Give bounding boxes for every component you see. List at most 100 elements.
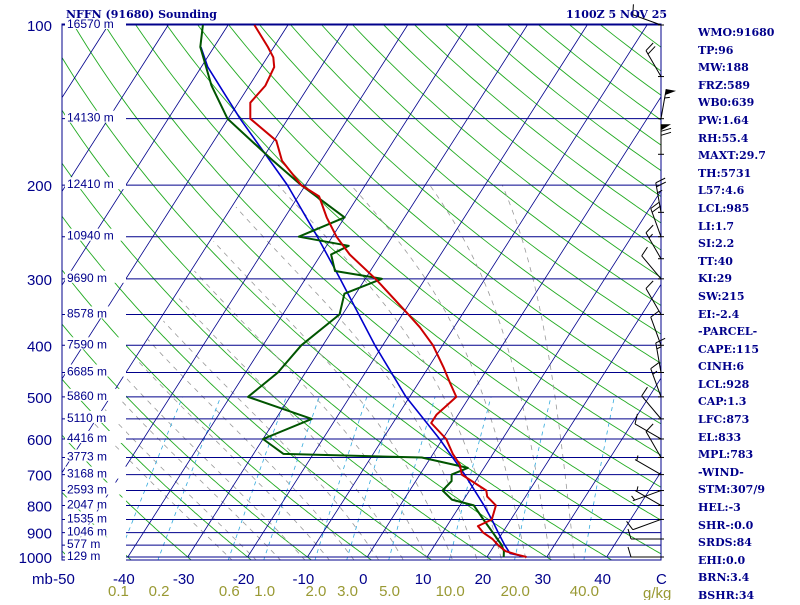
index-item: SRDS:84 (698, 534, 798, 552)
index-item: -WIND- (698, 464, 798, 482)
temperature-tick-label: 0 (359, 571, 367, 588)
height-label: 8578 m (67, 306, 107, 320)
index-item: EL:833 (698, 429, 798, 447)
mixing-ratio-line (513, 397, 551, 568)
wind-barb-full (642, 247, 648, 256)
station-title: NFFN (91680) Sounding (66, 8, 217, 21)
index-item: MW:188 (698, 59, 798, 77)
wind-barb-flag (665, 89, 676, 95)
index-item: SHR-:0.0 (698, 517, 798, 535)
index-item: RH:55.4 (698, 130, 798, 148)
wind-barb-full (646, 281, 653, 289)
height-label: 2047 m (67, 497, 107, 511)
pressure-label: 1000 (19, 550, 52, 567)
wind-barb-half (632, 496, 635, 500)
index-item: EI:-2.4 (698, 306, 798, 324)
pressure-unit-label: mb (32, 571, 53, 588)
wind-barb-half (665, 97, 670, 98)
height-label: 10940 m (67, 229, 114, 243)
index-item: WMO:91680 (698, 24, 798, 42)
mixing-ratio-tick-label: 5.0 (379, 583, 400, 600)
wind-barb-full (646, 424, 653, 432)
pressure-label: 500 (27, 390, 52, 407)
wind-barb-full (628, 529, 631, 539)
pressure-label: 800 (27, 498, 52, 515)
wind-barb-full (627, 521, 633, 529)
mixing-ratio-lines (114, 397, 614, 568)
index-item: TH:5731 (698, 165, 798, 183)
moist-adiabat-line (351, 185, 528, 568)
pressure-label: 200 (27, 178, 52, 195)
wind-barb-full (628, 547, 631, 557)
temperature-tick-label: 30 (534, 571, 551, 588)
index-item: CINH:6 (698, 358, 798, 376)
mixing-ratio-tick-label: 40.0 (570, 583, 599, 600)
wind-barb-half (637, 456, 638, 461)
height-label: 3773 m (67, 449, 107, 463)
index-item: CAP:1.3 (698, 393, 798, 411)
dry-adiabat-line (67, 13, 687, 568)
mixing-ratio-tick-label: 10.0 (436, 583, 465, 600)
wind-barb (635, 456, 664, 475)
height-label: 5110 m (67, 411, 106, 425)
index-item: EHI:0.0 (698, 552, 798, 570)
height-label: 12410 m (67, 177, 114, 191)
dewpoint-trace (200, 25, 504, 557)
mixing-ratio-line (261, 397, 319, 568)
temperature-tick-label: -30 (173, 571, 195, 588)
wind-barb-staff (635, 424, 661, 439)
index-item: SW:215 (698, 288, 798, 306)
wind-barb-staff (635, 460, 661, 475)
pressure-label: 700 (27, 468, 52, 485)
height-label: 14130 m (67, 111, 114, 125)
index-item: SI:2.2 (698, 235, 798, 253)
wind-barb (627, 519, 664, 529)
index-item: STM:307/9 (698, 481, 798, 499)
mixing-ratio-line (387, 397, 436, 568)
height-label: 2593 m (67, 483, 107, 497)
moist-adiabat-line (278, 185, 504, 568)
index-item: BRN:3.4 (698, 569, 798, 587)
wind-barb-half (649, 234, 653, 238)
index-item: BSHR:34 (698, 587, 798, 605)
index-item: LCL:985 (698, 200, 798, 218)
height-label: 129 m (67, 549, 100, 563)
height-label: 9690 m (67, 271, 107, 285)
mixing-ratio-tick-label: 1.0 (254, 583, 275, 600)
index-item: L57:4.6 (698, 182, 798, 200)
temperature-tick-label: 10 (415, 571, 432, 588)
mixing-ratio-tick-label: 0.6 (219, 583, 240, 600)
height-label: 5860 m (67, 389, 107, 403)
isotherm-line (8, 25, 348, 557)
mixing-ratio-unit-label: g/kg (643, 585, 671, 600)
observation-time: 1100Z 5 NOV 25 (566, 8, 667, 21)
wind-barb-full (656, 338, 665, 343)
height-label: 7590 m (67, 337, 107, 351)
index-item: LCL:928 (698, 376, 798, 394)
height-label: 6685 m (67, 365, 107, 379)
pressure-label: 300 (27, 272, 52, 289)
pressure-label: 600 (27, 432, 52, 449)
index-item: TT:40 (698, 253, 798, 271)
index-item: MPL:783 (698, 446, 798, 464)
mixing-ratio-line (225, 397, 286, 568)
temperature-tick-label: -50 (53, 571, 75, 588)
wind-barb-full (661, 132, 671, 135)
wind-barb-full (642, 387, 648, 396)
height-label: 3168 m (67, 467, 107, 481)
index-item: CAPE:115 (698, 341, 798, 359)
moist-adiabat-line (104, 408, 265, 568)
index-item: LFC:873 (698, 411, 798, 429)
mixing-ratio-tick-label: 0.1 (108, 583, 129, 600)
index-item: KI:29 (698, 270, 798, 288)
temperature-tick-label: 20 (475, 571, 492, 588)
isotherm-line (188, 25, 528, 557)
mixing-ratio-line (312, 397, 367, 568)
parcel-trace (201, 47, 527, 557)
index-item: MAXT:29.7 (698, 147, 798, 165)
pressure-label: 100 (27, 18, 52, 35)
mixing-ratio-tick-label: 20.0 (501, 583, 530, 600)
wind-barb-staff (633, 519, 661, 529)
